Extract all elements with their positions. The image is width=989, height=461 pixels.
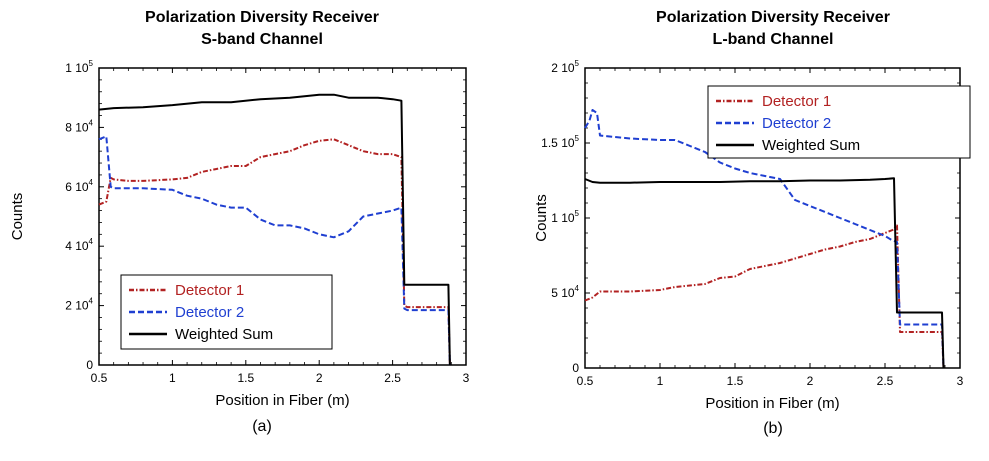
y-tick-exponent: 5 bbox=[89, 59, 94, 68]
chart-panel-a: Polarization Diversity Receiver S-band Ch… bbox=[9, 9, 470, 435]
y-tick-label: 2 105 bbox=[551, 59, 579, 75]
y-tick-label: 0 bbox=[86, 358, 93, 372]
legend-label: Detector 2 bbox=[762, 115, 831, 132]
y-tick-label: 4 104 bbox=[65, 237, 93, 253]
x-tick-label: 1 bbox=[657, 374, 664, 388]
chart-title: Polarization Diversity Receiver bbox=[145, 9, 379, 26]
y-tick-exponent: 5 bbox=[575, 59, 580, 68]
legend: Detector 1 Detector 2 Weighted Sum bbox=[120, 274, 333, 350]
y-tick-label: 5 104 bbox=[551, 284, 579, 300]
chart-title: Polarization Diversity Receiver bbox=[656, 9, 890, 26]
y-tick-mantissa: 0 bbox=[86, 358, 93, 372]
x-tick-label: 3 bbox=[463, 371, 470, 385]
figure-caption: (b) bbox=[763, 420, 783, 437]
legend-label: Detector 2 bbox=[175, 304, 244, 321]
y-tick-exponent: 4 bbox=[89, 178, 94, 187]
y-tick-exponent: 5 bbox=[575, 209, 580, 218]
y-tick-mantissa: 0 bbox=[572, 361, 579, 375]
legend: Detector 1 Detector 2 Weighted Sum bbox=[707, 85, 971, 159]
plot-frame bbox=[98, 67, 467, 366]
x-tick-label: 2.5 bbox=[877, 374, 894, 388]
y-tick-mantissa: 5 10 bbox=[551, 286, 575, 300]
chart-panel-b: Polarization Diversity Receiver L-band Ch… bbox=[533, 9, 971, 437]
chart-subtitle: L-band Channel bbox=[713, 31, 834, 48]
y-tick-mantissa: 8 10 bbox=[65, 120, 89, 134]
x-tick-label: 2 bbox=[807, 374, 814, 388]
figure-caption: (a) bbox=[252, 418, 272, 435]
x-tick-label: 2 bbox=[316, 371, 323, 385]
y-axis-label: Counts bbox=[533, 194, 550, 242]
y-tick-mantissa: 6 10 bbox=[65, 180, 89, 194]
legend-label: Weighted Sum bbox=[175, 326, 273, 343]
chart-subtitle: S-band Channel bbox=[201, 31, 323, 48]
y-tick-mantissa: 1 10 bbox=[65, 61, 89, 75]
y-tick-label: 2 104 bbox=[65, 297, 93, 313]
y-tick-mantissa: 4 10 bbox=[65, 239, 89, 253]
x-tick-label: 1.5 bbox=[237, 371, 254, 385]
y-tick-mantissa: 2 10 bbox=[551, 61, 575, 75]
y-tick-label: 6 104 bbox=[65, 178, 93, 194]
series-line-weighted-sum bbox=[584, 177, 945, 369]
y-tick-label: 1 105 bbox=[65, 59, 93, 75]
y-axis-label: Counts bbox=[9, 193, 26, 241]
legend-label: Detector 1 bbox=[175, 282, 244, 299]
x-tick-label: 1.5 bbox=[727, 374, 744, 388]
x-tick-label: 3 bbox=[957, 374, 964, 388]
series-line-detector-1 bbox=[584, 224, 945, 369]
y-tick-mantissa: 2 10 bbox=[65, 299, 89, 313]
y-tick-label: 1.5 105 bbox=[541, 134, 579, 150]
x-tick-label: 1 bbox=[169, 371, 176, 385]
series-line-detector-2 bbox=[584, 109, 945, 369]
y-tick-label: 8 104 bbox=[65, 118, 93, 134]
series-line-weighted-sum bbox=[98, 93, 451, 366]
legend-label: Weighted Sum bbox=[762, 137, 860, 154]
y-tick-label: 1 105 bbox=[551, 209, 579, 225]
y-tick-mantissa: 1 10 bbox=[551, 211, 575, 225]
y-tick-exponent: 4 bbox=[575, 284, 580, 293]
y-tick-exponent: 4 bbox=[89, 297, 94, 306]
x-axis-label: Position in Fiber (m) bbox=[215, 392, 349, 409]
y-tick-exponent: 4 bbox=[89, 237, 94, 246]
series-line-detector-2 bbox=[98, 135, 451, 366]
series-line-detector-1 bbox=[98, 138, 451, 366]
x-tick-label: 0.5 bbox=[91, 371, 108, 385]
x-axis-label: Position in Fiber (m) bbox=[705, 395, 839, 412]
legend-label: Detector 1 bbox=[762, 93, 831, 110]
y-tick-exponent: 4 bbox=[89, 118, 94, 127]
y-tick-exponent: 5 bbox=[575, 134, 580, 143]
y-tick-label: 0 bbox=[572, 361, 579, 375]
x-tick-label: 0.5 bbox=[577, 374, 594, 388]
y-tick-mantissa: 1.5 10 bbox=[541, 136, 575, 150]
x-tick-label: 2.5 bbox=[384, 371, 401, 385]
